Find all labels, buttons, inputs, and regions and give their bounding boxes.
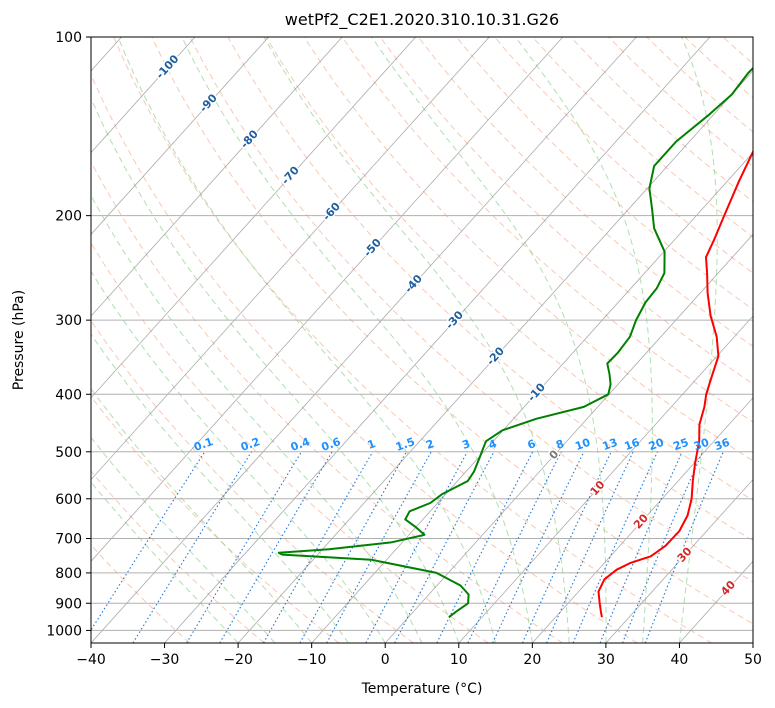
mixing-ratio-label: 0.4 [289,435,312,454]
moist-adiabat-line [91,270,386,643]
mixing-ratio-label: 1 [366,437,378,452]
mixing-ratio-label: 0.2 [239,435,262,454]
mixing-ratio-label: 30 [692,436,711,454]
axes-layer: −40 −30 −20 −10 0 10 20 30 40 5010020030040050060… [46,30,762,668]
mixing-ratio-label: 25 [671,436,690,453]
dry-adiabat-line [91,470,265,643]
isotherm-line [91,37,417,399]
dry-adiabat-line [91,242,489,643]
moist-adiabat-line [117,37,497,643]
isotherm-line [532,397,753,643]
x-tick-label: −30 [150,652,180,668]
x-tick-label: −20 [223,652,253,668]
isotherm-line [164,37,711,643]
mixing-ratio-label: 8 [554,437,566,452]
mixing-ratio-label: 10 [573,436,592,454]
isotherm-line [91,37,637,643]
x-tick-label: 50 [744,652,762,668]
y-axis-label: Pressure (hPa) [11,290,27,390]
mixing-ratio-label: 1.5 [394,435,417,454]
isotherm-line [91,37,564,562]
isotherm-line [605,478,753,643]
x-tick-label: −40 [76,652,106,668]
mixing-ratio-label: 3 [460,437,472,452]
mixing-ratio-label: 16 [623,436,642,454]
plot-frame [90,36,754,644]
dry-adiabat-line [91,160,563,643]
mixing-ratio-line [299,451,407,643]
mixing-ratio-line [644,451,724,643]
x-tick-label: 0 [381,652,390,668]
y-tick-label: 1000 [46,623,82,639]
dry-adiabat-line [151,37,753,625]
mixing-ratio-label: 13 [601,436,620,453]
moist-adiabat-line [678,37,718,643]
mixing-ratio-line [599,451,683,643]
temperature-profile-line [597,149,753,618]
moist-adiabat-line [371,37,607,643]
isotherm-line [237,70,753,643]
isotherm-line [91,37,490,481]
series-layer [277,66,753,618]
mixing-ratio-line [467,451,562,643]
mixing-ratio-label: 2 [424,437,436,452]
moist-adiabat-line [515,37,653,643]
mixing-ratio-line [91,451,206,631]
mixing-ratio-line [365,451,468,643]
moist-adiabat-line [91,481,239,643]
dry-adiabat-line [417,37,753,347]
dry-adiabat-line [761,37,775,643]
moist-adiabat-line [181,37,533,643]
moist-adiabat-line [91,333,349,643]
dry-adiabat-line [91,544,191,643]
mixing-ratio-label: 20 [647,436,666,454]
y-tick-label: 600 [55,492,82,508]
y-tick-label: 800 [55,566,82,582]
x-tick-label: 20 [523,652,541,668]
mixing-ratio-label: 6 [526,437,538,452]
moist-adiabat-line [91,97,460,643]
mixing-ratio-line [186,451,302,643]
isotherm-line [311,152,753,643]
isotherm-line [91,37,343,317]
x-tick-label: −10 [297,652,327,668]
dewpoint-profile-line [277,66,753,618]
isotherm-line [752,642,753,643]
x-tick-label: 30 [597,652,615,668]
mixing-ratio-line [326,451,432,643]
x-tick-label: 40 [671,652,689,668]
mixing-ratio-label: 0.1 [192,435,215,454]
isotherm-line [91,37,196,154]
dry-adiabat-line [456,37,753,311]
mixing-ratio-label: 36 [713,436,732,454]
y-tick-label: 500 [55,445,82,461]
isotherm-line [91,37,269,235]
moist-adiabat-line [263,37,570,643]
y-tick-label: 200 [55,209,82,225]
isotherm-line [384,233,753,643]
y-tick-label: 300 [55,313,82,329]
dry-adiabat-line [113,37,713,643]
grid-layer [91,37,775,643]
y-tick-label: 900 [55,596,82,612]
moist-adiabat-line [91,436,276,643]
y-tick-label: 700 [55,532,82,548]
x-tick-label: 10 [450,652,468,668]
y-tick-label: 100 [55,30,82,46]
mixing-ratio-line [622,451,704,643]
mixing-ratio-line [572,451,658,643]
chart-title: wetPf2_C2E1.2020.310.10.31.G26 [285,10,559,30]
mixing-ratio-label: 0.6 [320,435,343,454]
x-axis-label: Temperature (°C) [361,681,483,697]
mixing-ratio-label: 4 [487,437,499,452]
isotherm-line [458,315,753,643]
dry-adiabat-line [91,395,340,643]
mixing-ratio-line [436,451,534,643]
y-tick-label: 400 [55,387,82,403]
